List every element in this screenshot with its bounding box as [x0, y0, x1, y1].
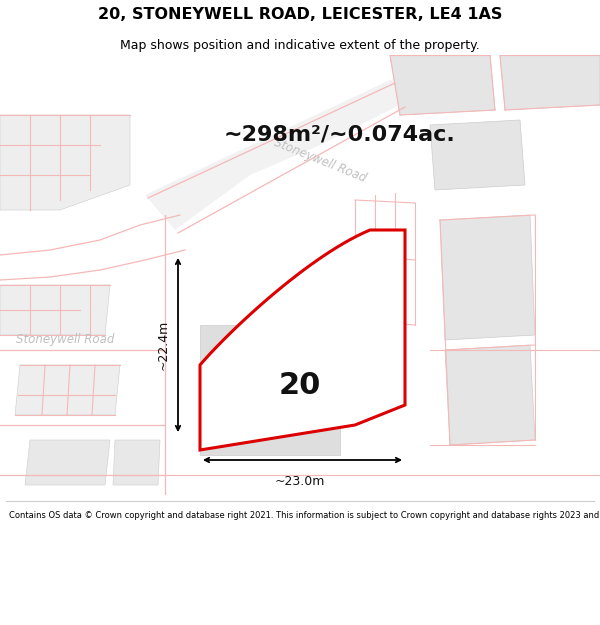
Polygon shape: [200, 325, 340, 455]
Polygon shape: [200, 230, 405, 450]
Text: Stoneywell Road: Stoneywell Road: [272, 136, 368, 184]
Text: Map shows position and indicative extent of the property.: Map shows position and indicative extent…: [120, 39, 480, 51]
Polygon shape: [0, 115, 130, 210]
Polygon shape: [25, 440, 110, 485]
Text: 20: 20: [279, 371, 321, 399]
Polygon shape: [145, 80, 420, 230]
Polygon shape: [445, 345, 535, 445]
Polygon shape: [500, 55, 600, 110]
Text: ~23.0m: ~23.0m: [275, 475, 325, 488]
Text: ~22.4m: ~22.4m: [157, 320, 170, 370]
Polygon shape: [0, 285, 110, 335]
Text: ~298m²/~0.074ac.: ~298m²/~0.074ac.: [224, 125, 456, 145]
Polygon shape: [430, 120, 525, 190]
Polygon shape: [440, 215, 535, 340]
Polygon shape: [390, 55, 495, 115]
Polygon shape: [113, 440, 160, 485]
Text: Stoneywell Road: Stoneywell Road: [16, 334, 114, 346]
Polygon shape: [15, 365, 120, 415]
Text: 20, STONEYWELL ROAD, LEICESTER, LE4 1AS: 20, STONEYWELL ROAD, LEICESTER, LE4 1AS: [98, 7, 502, 22]
Text: Contains OS data © Crown copyright and database right 2021. This information is : Contains OS data © Crown copyright and d…: [9, 511, 600, 519]
